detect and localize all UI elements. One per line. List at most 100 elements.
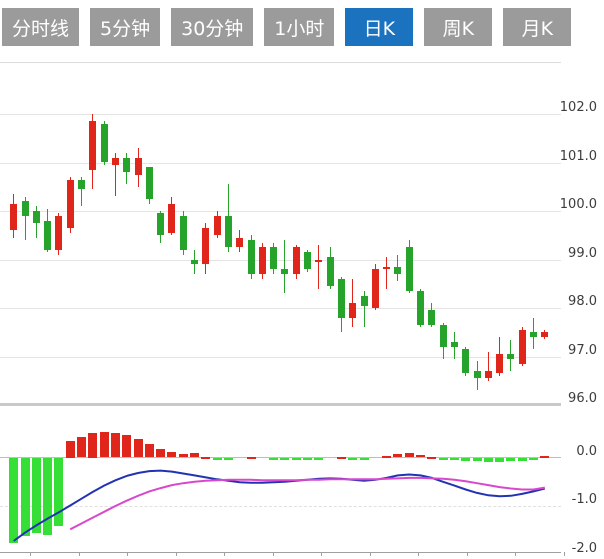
- candle-body: [100, 123, 108, 163]
- tab-5min[interactable]: 5分钟: [90, 8, 161, 46]
- x-axis-tick: [127, 552, 128, 556]
- tab-daily-k[interactable]: 日K: [345, 8, 414, 46]
- candle-body: [383, 266, 391, 270]
- candle-body: [349, 303, 357, 318]
- candle-body: [66, 179, 74, 228]
- price-gridline: [0, 308, 561, 309]
- tab-1hour[interactable]: 1小时: [264, 8, 335, 46]
- macd-histogram-bar: [223, 458, 233, 460]
- macd-histogram-bar: [99, 431, 109, 458]
- macd-histogram-bar: [167, 452, 177, 458]
- macd-histogram-bar: [495, 458, 505, 463]
- macd-histogram-bar: [133, 438, 143, 458]
- candle-body: [258, 247, 266, 275]
- macd-histogram-bar: [483, 458, 493, 462]
- candle-body: [32, 211, 40, 224]
- candle-body: [473, 371, 481, 379]
- macd-histogram-bar: [449, 458, 459, 460]
- candle-wick: [81, 177, 82, 207]
- x-axis-tick: [466, 552, 468, 556]
- tab-weekly-k[interactable]: 周K: [424, 8, 493, 46]
- macd-histogram-bar: [190, 453, 199, 458]
- candle-body: [236, 237, 244, 248]
- candle-body: [518, 329, 526, 364]
- macd-histogram-bar: [77, 436, 86, 458]
- candle-body: [450, 342, 458, 347]
- candle-body: [168, 203, 176, 233]
- candle-body: [123, 157, 131, 173]
- macd-histogram-bar: [540, 456, 550, 458]
- candle-body: [247, 240, 255, 275]
- candle-body: [21, 201, 29, 216]
- macd-histogram-bar: [427, 456, 437, 459]
- macd-axis-label: 0.0: [576, 443, 597, 459]
- macd-histogram-bar: [20, 458, 30, 536]
- price-axis-label: 100.0: [559, 197, 597, 212]
- macd-histogram-bar: [156, 448, 166, 458]
- candle-wick: [284, 240, 286, 294]
- candle-body: [462, 349, 470, 374]
- candle-body: [157, 213, 165, 236]
- macd-histogram-bar: [517, 458, 527, 461]
- x-axis-tick: [224, 552, 225, 556]
- macd-gridline: [0, 506, 561, 507]
- macd-histogram-bar: [88, 433, 98, 458]
- x-axis-tick: [30, 552, 31, 556]
- candle-body: [281, 269, 289, 274]
- price-gridline: [0, 114, 561, 115]
- macd-axis-label: -2.0: [571, 540, 597, 556]
- macd-histogram-bar: [31, 458, 41, 534]
- tab-30min[interactable]: 30分钟: [171, 8, 254, 46]
- candle-body: [89, 121, 97, 170]
- price-gridline: [0, 162, 561, 164]
- macd-histogram-bar: [348, 458, 358, 460]
- chart-top-border: [0, 62, 561, 63]
- candle-wick: [114, 152, 116, 197]
- tab-monthly-k[interactable]: 月K: [503, 8, 572, 46]
- macd-histogram-bar: [9, 458, 19, 543]
- price-axis-label: 102.0: [559, 100, 597, 115]
- candle-body: [213, 215, 221, 236]
- macd-histogram-bar: [246, 456, 256, 459]
- x-axis-tick: [515, 552, 516, 556]
- price-gridline: [0, 259, 561, 261]
- candle-body: [337, 278, 345, 318]
- macd-histogram-bar: [359, 458, 369, 460]
- candle-body: [304, 252, 311, 270]
- candle-body: [360, 295, 368, 306]
- candle-body: [10, 203, 18, 231]
- tab-time-line[interactable]: 分时线: [2, 8, 80, 46]
- x-axis-tick: [78, 552, 80, 556]
- candle-body: [496, 354, 504, 374]
- candle-body: [134, 157, 142, 175]
- candle-body: [78, 179, 85, 190]
- candle-body: [55, 215, 63, 250]
- macd-histogram-bar: [472, 458, 482, 462]
- x-axis-tick: [321, 552, 322, 556]
- candle-body: [326, 257, 334, 287]
- candle-body: [541, 332, 549, 338]
- candle-body: [428, 310, 436, 325]
- macd-histogram-bar: [416, 454, 425, 458]
- candle-body: [315, 259, 323, 262]
- candle-body: [224, 215, 232, 248]
- candle-body: [417, 291, 424, 325]
- price-axis-label: 98.0: [568, 294, 597, 309]
- macd-histogram-bar: [269, 458, 279, 460]
- candle-body: [145, 167, 153, 199]
- macd-histogram-bar: [382, 455, 392, 458]
- macd-histogram-bar: [110, 432, 120, 458]
- macd-histogram-bar: [54, 458, 64, 526]
- candle-body: [179, 215, 187, 250]
- candle-wick: [352, 278, 354, 328]
- price-gridline: [0, 211, 561, 212]
- x-axis-tick: [418, 552, 419, 556]
- macd-histogram-bar: [506, 458, 516, 462]
- x-axis-tick: [272, 552, 274, 556]
- macd-histogram-bar: [144, 443, 154, 458]
- x-axis-tick: [369, 552, 371, 556]
- macd-histogram-bar: [291, 458, 301, 461]
- candle-body: [484, 371, 492, 379]
- kline-chart[interactable]: 102.0 101.0 100.0 99.0 98.0 97.0 96.0 0.0 -1.0 -2…: [0, 62, 604, 559]
- candle-body: [439, 325, 447, 347]
